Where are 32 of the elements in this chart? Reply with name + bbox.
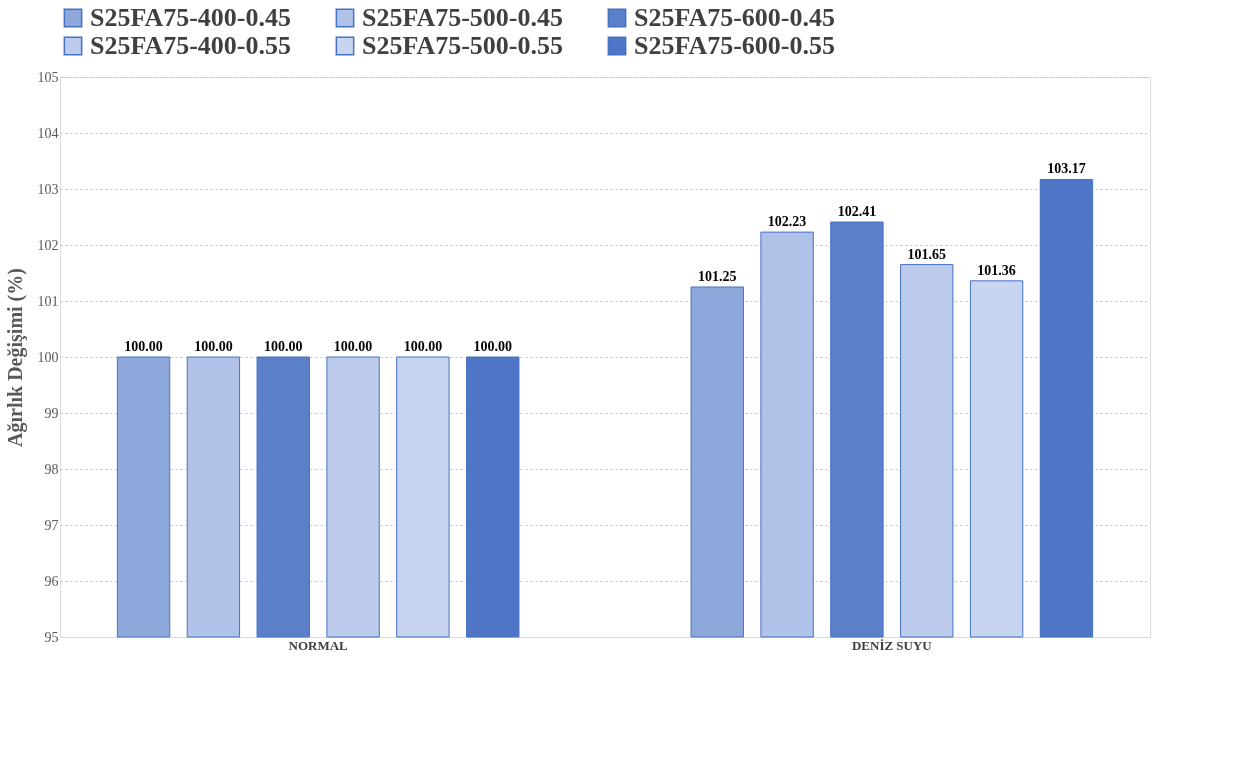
x-tick-label: DENİZ SUYU <box>851 637 933 653</box>
y-tick-label: 103 <box>37 181 59 197</box>
data-label: 100.00 <box>263 339 303 354</box>
data-label: 103.17 <box>1047 161 1086 177</box>
data-label: 100.00 <box>333 339 373 354</box>
y-tick-label: 98 <box>44 461 59 477</box>
legend-label: S25FA75-500-0.55 <box>362 31 564 60</box>
y-tick-label: 104 <box>37 125 59 141</box>
y-tick-label: 95 <box>44 629 59 645</box>
y-tick-label: 96 <box>44 573 59 589</box>
data-label: 101.36 <box>977 262 1016 278</box>
legend-label: S25FA75-400-0.45 <box>90 3 292 32</box>
y-tick-label: 101 <box>37 293 59 309</box>
data-label: 100.00 <box>473 339 513 354</box>
data-label: 100.00 <box>403 339 443 354</box>
data-label: 101.65 <box>907 246 947 262</box>
legend-label: S25FA75-600-0.55 <box>634 31 836 60</box>
data-label: 100.00 <box>194 339 233 354</box>
y-tick-label: 102 <box>37 237 59 253</box>
legend-label: S25FA75-500-0.45 <box>362 3 564 32</box>
y-tick-label: 105 <box>37 69 59 85</box>
y-tick-label: 99 <box>44 405 59 421</box>
y-axis-title: Ağırlık Değişimi (%) <box>3 268 27 447</box>
y-tick-label: 97 <box>44 517 59 533</box>
data-label: 101.25 <box>697 269 737 284</box>
data-label: 102.23 <box>767 214 807 230</box>
y-tick-label: 100 <box>37 349 59 365</box>
x-tick-label: NORMAL <box>288 637 349 653</box>
legend-label: S25FA75-400-0.55 <box>90 31 292 60</box>
data-label: 102.41 <box>837 204 877 220</box>
legend-label: S25FA75-600-0.45 <box>634 3 836 32</box>
data-label: 100.00 <box>124 339 163 354</box>
